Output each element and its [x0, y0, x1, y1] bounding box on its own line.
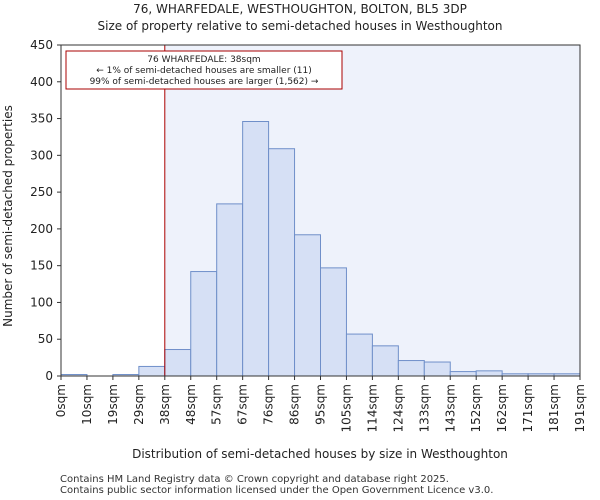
x-tick-label-57sqm: 57sqm — [210, 384, 224, 425]
bar-67sqm — [242, 120, 270, 377]
x-tick-label-67sqm: 67sqm — [236, 384, 250, 425]
y-tick-label: 0 — [45, 369, 53, 383]
bar-124sqm — [397, 360, 425, 377]
bar-48sqm — [190, 271, 218, 377]
x-tick-label-86sqm: 86sqm — [288, 384, 302, 425]
x-tick-label-48sqm: 48sqm — [184, 384, 198, 425]
annotation-line2: ← 1% of semi-detached houses are smaller… — [96, 66, 312, 76]
bar-38sqm — [164, 349, 192, 377]
bars-group — [60, 120, 581, 377]
y-tick-label: 400 — [30, 75, 53, 89]
x-tick-label-143sqm: 143sqm — [443, 384, 457, 432]
bar-86sqm — [294, 234, 321, 377]
annotation-box — [65, 50, 343, 90]
x-tick-label-162sqm: 162sqm — [495, 384, 509, 432]
bar-152sqm — [475, 370, 503, 377]
chart-title-line1: 76, WHARFEDALE, WESTHOUGHTON, BOLTON, BL… — [133, 2, 467, 16]
x-tick-label-95sqm: 95sqm — [314, 384, 328, 425]
x-tick-label-114sqm: 114sqm — [365, 384, 379, 432]
x-ticks-group: 0sqm 10sqm 19sqm 29sqm 38sqm 48sqm 57sqm 67sqm 7… — [54, 376, 587, 432]
x-tick-label-38sqm: 38sqm — [158, 384, 172, 425]
y-tick-label: 450 — [30, 38, 53, 52]
annotation-line1: 76 WHARFEDALE: 38sqm — [147, 55, 260, 65]
bar-143sqm — [449, 371, 477, 377]
bar-133sqm — [423, 361, 451, 377]
y-tick-label: 100 — [30, 295, 53, 309]
y-ticks-group: 0 50 100 150 200 250 300 350 400 450 — [30, 38, 61, 383]
y-tick-label: 50 — [38, 332, 53, 346]
y-tick-label: 150 — [30, 259, 53, 273]
y-tick-label: 200 — [30, 222, 53, 236]
bar-95sqm — [320, 267, 347, 377]
x-tick-label-29sqm: 29sqm — [132, 384, 146, 425]
x-tick-label-133sqm: 133sqm — [417, 384, 431, 432]
y-axis-label: Number of semi-detached properties — [1, 105, 15, 327]
bar-57sqm — [216, 203, 244, 377]
y-tick-label: 250 — [30, 185, 53, 199]
bar-105sqm — [345, 333, 373, 377]
x-axis-label: Distribution of semi-detached houses by … — [132, 447, 508, 461]
x-tick-label-171sqm: 171sqm — [521, 384, 535, 432]
x-tick-label-181sqm: 181sqm — [547, 384, 561, 432]
annotation-line3: 99% of semi-detached houses are larger (… — [90, 77, 319, 87]
bar-29sqm — [138, 365, 166, 377]
footer-copyright-line1: Contains HM Land Registry data © Crown c… — [60, 474, 449, 485]
x-tick-label-0sqm: 0sqm — [54, 384, 68, 417]
x-tick-label-152sqm: 152sqm — [469, 384, 483, 432]
footer-copyright-line2: Contains public sector information licen… — [60, 485, 494, 496]
bar-114sqm — [371, 345, 399, 377]
x-tick-label-76sqm: 76sqm — [262, 384, 276, 425]
x-tick-label-191sqm: 191sqm — [573, 384, 587, 432]
chart-title-line2: Size of property relative to semi-detach… — [97, 19, 503, 33]
x-tick-label-19sqm: 19sqm — [106, 384, 120, 425]
x-tick-label-124sqm: 124sqm — [391, 384, 405, 432]
x-tick-label-10sqm: 10sqm — [80, 384, 94, 425]
y-tick-label: 350 — [30, 112, 53, 126]
bar-76sqm — [268, 148, 296, 377]
y-tick-label: 300 — [30, 148, 53, 162]
x-tick-label-105sqm: 105sqm — [339, 384, 353, 432]
